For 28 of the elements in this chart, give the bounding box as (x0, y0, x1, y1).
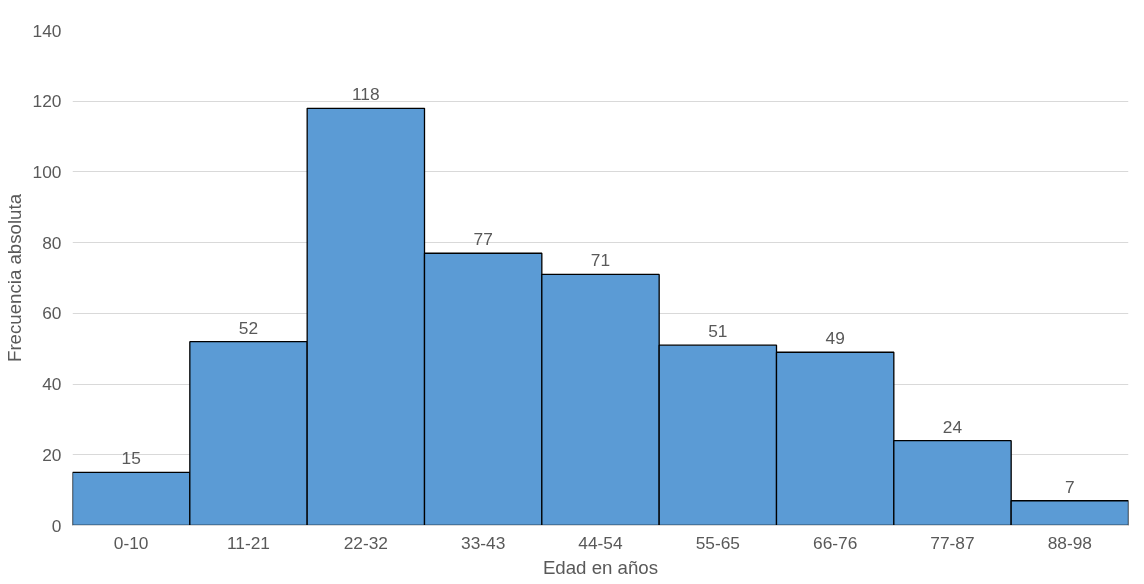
y-tick-label: 120 (32, 91, 62, 112)
y-axis-title: Frecuencia absoluta (3, 193, 25, 362)
data-label: 7 (1065, 476, 1075, 497)
data-label: 52 (238, 317, 259, 338)
x-tick-label: 44-54 (578, 532, 624, 553)
y-tick-label: 60 (42, 303, 62, 324)
y-tick-label: 140 (32, 20, 62, 41)
data-label: 49 (825, 328, 845, 349)
data-label: 51 (708, 321, 728, 342)
x-tick-label: 88-98 (1047, 532, 1092, 553)
y-tick-label: 100 (32, 161, 62, 182)
x-tick-label: 0-10 (113, 532, 149, 553)
x-axis-title: Edad en años (542, 556, 659, 578)
data-label: 71 (590, 250, 611, 271)
x-tick-label: 22-32 (343, 532, 388, 553)
data-label: 77 (473, 229, 493, 250)
y-tick-label: 0 (51, 515, 62, 536)
y-tick-label: 20 (42, 444, 62, 465)
y-tick-label: 40 (42, 374, 62, 395)
data-label: 15 (121, 448, 141, 469)
y-tick-label: 80 (42, 232, 62, 253)
data-label: 118 (352, 84, 380, 105)
x-tick-label: 33-43 (461, 532, 506, 553)
x-tick-label: 55-65 (695, 532, 740, 553)
x-tick-label: 66-76 (813, 532, 858, 553)
data-label: 24 (942, 416, 963, 437)
x-tick-label: 11-21 (226, 532, 271, 553)
x-tick-label: 77-87 (930, 532, 975, 553)
